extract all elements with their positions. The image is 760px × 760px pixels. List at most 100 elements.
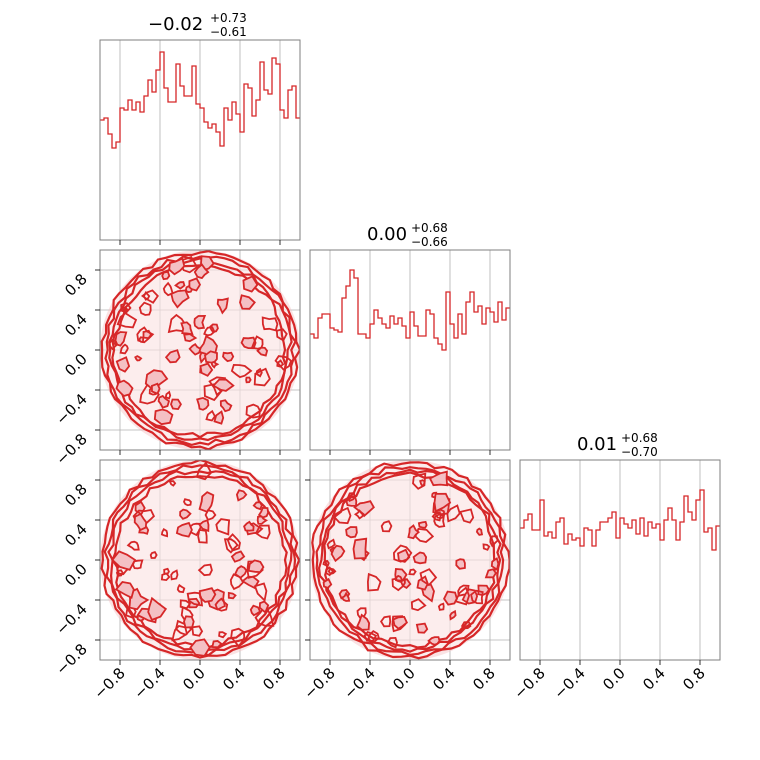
hist-grid-2: [539, 460, 701, 660]
contour-blob: [179, 599, 192, 610]
contour-blob: [437, 602, 445, 611]
contour-blob: [353, 500, 375, 518]
contour-ring-2: [317, 468, 502, 653]
contour-panel-1-0: [99, 249, 301, 451]
contour-blob: [188, 342, 202, 356]
contour-blob: [134, 355, 143, 362]
contour-blob: [185, 285, 194, 294]
ytick-label-2-3: 0.4: [61, 520, 91, 550]
contour-blob: [193, 314, 207, 330]
contour-blob: [186, 591, 204, 607]
contour-blob: [167, 313, 187, 334]
hist-panel-0: −0.02 +0.73 −0.61: [99, 11, 301, 241]
contour-blob: [175, 521, 193, 538]
ytick-label-2-0: −0.8: [52, 640, 90, 678]
contour-blob: [168, 257, 186, 276]
contour-blob: [163, 567, 170, 575]
contour-blob: [108, 338, 119, 351]
xtick-label-0-1: −0.4: [130, 664, 168, 702]
contour-blob: [247, 559, 265, 574]
contour-blob: [352, 537, 368, 560]
contour-blob: [392, 544, 413, 563]
contour-blob: [115, 356, 131, 373]
contour-blob: [253, 367, 271, 387]
title-main-0: −0.02: [148, 14, 203, 35]
xtick-label-1-3: 0.4: [429, 664, 459, 694]
contour-blob: [484, 568, 497, 579]
contour-blob: [482, 543, 491, 551]
xtick-label-2-0: −0.8: [510, 664, 548, 702]
contour-blob: [490, 556, 500, 572]
contour-blob: [419, 479, 426, 487]
contour-blob: [459, 508, 475, 524]
contour-blob: [431, 511, 442, 522]
contour-blob: [356, 613, 371, 631]
contour-blob: [114, 581, 135, 599]
title-upper-2: +0.68: [621, 431, 658, 445]
contour-blob: [149, 551, 158, 559]
contour-blob: [243, 520, 255, 532]
ytick-label-1-2: 0.0: [61, 350, 91, 380]
contour-blob: [204, 509, 217, 521]
contour-blob: [222, 351, 235, 363]
title-upper-0: +0.73: [210, 11, 247, 25]
contour-blob: [128, 587, 150, 611]
contour-blob: [258, 600, 270, 614]
contour-blob: [230, 627, 246, 648]
contour-blob: [126, 540, 140, 551]
contour-body-1-0: [100, 250, 300, 450]
hist-grid-1: [329, 250, 491, 450]
contour-blob: [168, 480, 177, 487]
xtick-label-2-2: 0.0: [599, 664, 629, 694]
contour-blob: [434, 508, 446, 520]
contour-blob: [198, 491, 215, 513]
contour-blob: [327, 567, 337, 575]
title-main-2: 0.01: [577, 434, 617, 455]
title-main-1: 0.00: [367, 224, 407, 245]
contour-blob: [227, 591, 237, 600]
contour-blob: [197, 563, 213, 577]
contour-ring-1: [103, 464, 297, 657]
contour-blob: [239, 294, 256, 310]
contour-blob: [170, 569, 179, 581]
contour-blob: [446, 504, 461, 523]
contour-blob: [380, 615, 392, 628]
contour-blob: [252, 501, 263, 511]
xtick-label-0-2: 0.0: [179, 664, 209, 694]
ytick-label-2-1: −0.4: [52, 600, 90, 638]
contour-blob: [115, 569, 124, 577]
contour-blob: [141, 289, 159, 304]
contour-blob: [394, 568, 408, 582]
hist-2: [520, 489, 720, 551]
contour-body-2-1: [310, 460, 510, 660]
title-lower-0: −0.61: [210, 25, 247, 39]
contour-blob: [171, 625, 188, 642]
contour-blob: [234, 565, 248, 579]
contour-blob: [160, 527, 169, 538]
contour-blob: [153, 408, 174, 426]
contour-blob: [419, 568, 438, 587]
contour-blob: [115, 379, 134, 398]
xtick-label-1-1: −0.4: [340, 664, 378, 702]
ytick-label-1-3: 0.4: [61, 310, 91, 340]
contour-blob: [245, 376, 252, 384]
title-upper-1: +0.68: [411, 221, 448, 235]
contour-blob: [449, 609, 457, 621]
contour-blob: [230, 363, 253, 379]
title-lower-1: −0.66: [411, 235, 448, 249]
contour-blob: [253, 582, 268, 603]
contour-blob: [203, 326, 216, 337]
contour-blob: [205, 409, 216, 422]
contour-blob: [147, 596, 168, 622]
xtick-label-2-3: 0.4: [639, 664, 669, 694]
contour-blob: [219, 399, 233, 413]
contour-blob: [218, 631, 228, 639]
contour-blob: [183, 333, 198, 343]
xtick-label-1-4: 0.8: [469, 664, 499, 694]
hist-panel-1: 0.00 +0.68 −0.66: [309, 221, 511, 451]
contour-blob: [408, 568, 417, 576]
contour-blob: [170, 398, 182, 411]
contour-blob: [111, 550, 137, 571]
axis-ticks: [95, 240, 701, 665]
contour-blob: [162, 281, 174, 297]
